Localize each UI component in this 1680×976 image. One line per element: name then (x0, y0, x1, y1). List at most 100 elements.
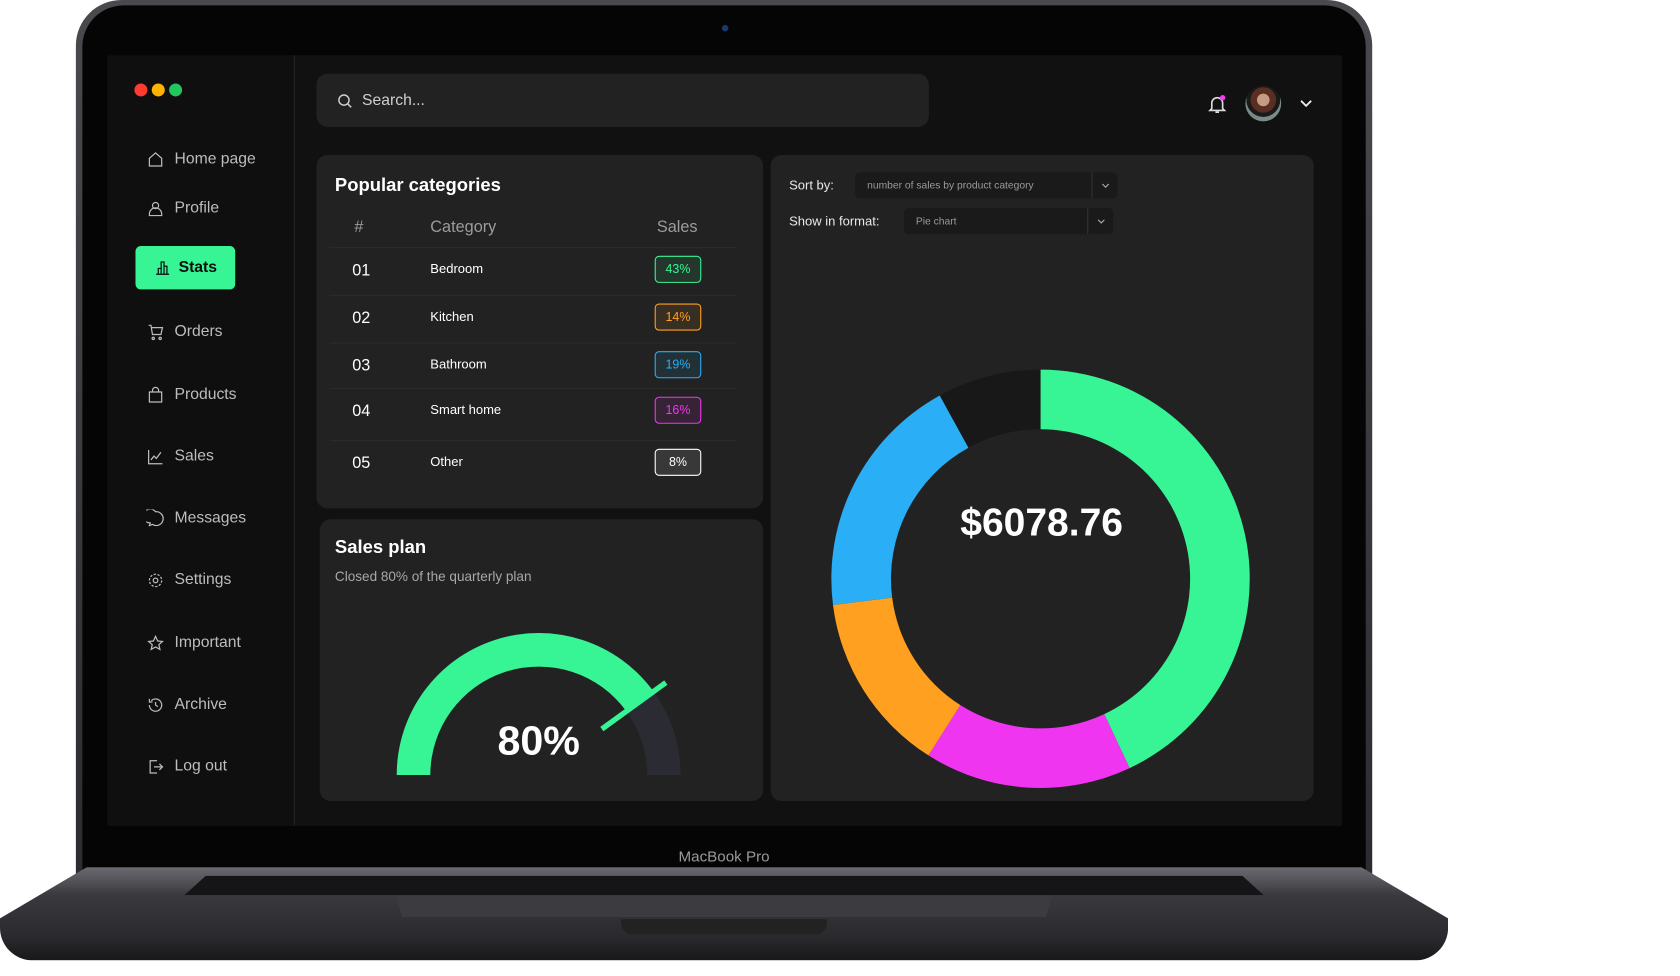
sidebar-item-sales[interactable]: Sales (146, 443, 214, 469)
avatar[interactable] (1245, 85, 1282, 122)
camera (721, 24, 729, 32)
format-select-value: Pie chart (915, 215, 957, 228)
donut-center-total: $6078.76 (960, 499, 1124, 545)
star-icon (147, 634, 164, 651)
donut-chart (831, 369, 1250, 788)
sidebar-item-label: Home page (174, 150, 256, 169)
sidebar-item-label: Archive (174, 695, 227, 714)
sidebar-item-profile[interactable]: Profile (146, 195, 219, 221)
search-input[interactable] (362, 91, 565, 109)
device-label: MacBook Pro (678, 847, 770, 865)
row-rank: 04 (352, 402, 371, 421)
search-icon (338, 93, 352, 108)
popular-categories-card: Popular categories # Category Sales 01 B… (316, 154, 764, 509)
bar-chart-icon (155, 261, 169, 275)
bell-icon (1208, 95, 1227, 113)
sidebar-item-label: Products (174, 385, 237, 404)
sidebar-item-label: Settings (174, 571, 232, 589)
row-category: Bedroom (430, 261, 484, 277)
donut-slice-other (939, 369, 1041, 448)
sidebar-item-home[interactable]: Home page (146, 146, 256, 172)
format-label: Show in format: (789, 213, 880, 229)
sidebar-item-label: Important (174, 634, 241, 652)
line-chart-icon (148, 449, 163, 464)
row-category: Smart home (430, 402, 502, 418)
row-divider (329, 294, 738, 296)
chart-card: Sort by: number of sales by product cate… (770, 154, 1314, 802)
sidebar-item-products[interactable]: Products (146, 382, 237, 408)
sidebar-item-messages[interactable]: Messages (146, 505, 246, 531)
cart-icon (148, 324, 164, 340)
row-rank: 01 (352, 261, 371, 280)
sales-badge: 14% (654, 303, 702, 331)
format-select[interactable]: Pie chart (903, 208, 1114, 235)
sidebar-item-label: Stats (178, 259, 218, 277)
sidebar-item-orders[interactable]: Orders (146, 319, 223, 345)
row-divider (329, 440, 738, 442)
sidebar-item-stats[interactable]: Stats (135, 246, 236, 290)
row-category: Bathroom (430, 356, 487, 372)
sales-badge: 19% (654, 351, 702, 379)
sidebar-item-logout[interactable]: Log out (146, 753, 227, 779)
column-header-category: Category (430, 217, 497, 237)
sidebar-item-label: Log out (174, 757, 227, 775)
card-title: Sales plan (334, 536, 427, 558)
message-icon (146, 508, 164, 527)
donut-slice-bedroom (1040, 369, 1250, 769)
donut-slice-bathroom (831, 395, 969, 606)
sidebar-item-label: Orders (174, 323, 223, 341)
row-divider (329, 388, 738, 390)
chevron-down-icon (1087, 208, 1113, 235)
sales-badge: 8% (654, 448, 702, 476)
keyboard (184, 875, 1264, 896)
chevron-down-icon (1300, 100, 1312, 108)
row-rank: 05 (352, 454, 371, 473)
donut-slice-kitchen (833, 597, 961, 756)
minimize-window-button[interactable] (151, 83, 165, 97)
chevron-down-icon (1091, 172, 1117, 199)
sidebar-item-archive[interactable]: Archive (146, 692, 227, 718)
card-title: Popular categories (334, 174, 501, 196)
sales-plan-card: Sales plan Closed 80% of the quarterly p… (319, 519, 764, 802)
bag-icon (148, 386, 163, 403)
logout-icon (149, 759, 164, 774)
user-icon (148, 201, 163, 216)
sidebar-item-label: Messages (174, 509, 247, 527)
gauge-value: 80% (497, 718, 580, 765)
row-rank: 02 (352, 308, 371, 328)
column-header-sales: Sales (656, 217, 698, 237)
sort-label: Sort by: (789, 177, 834, 193)
sales-badge: 16% (654, 396, 702, 424)
sort-select[interactable]: number of sales by product category (855, 172, 1118, 199)
notifications-button[interactable] (1206, 92, 1228, 121)
search-bar[interactable] (316, 73, 929, 127)
sales-badge: 43% (654, 255, 702, 283)
row-rank: 03 (352, 356, 371, 376)
history-icon (148, 697, 163, 712)
gauge-track (626, 691, 681, 775)
gear-icon (148, 573, 163, 587)
row-divider (329, 342, 738, 344)
sales-plan-subtitle: Closed 80% of the quarterly plan (334, 569, 532, 585)
column-header-rank: # (354, 217, 364, 237)
sidebar-item-important[interactable]: Important (146, 630, 241, 656)
sales-plan-gauge (396, 632, 681, 775)
row-divider (329, 247, 738, 249)
lid-notch (621, 919, 828, 935)
row-category: Kitchen (430, 308, 474, 325)
sidebar-item-settings[interactable]: Settings (146, 567, 231, 593)
app-screen: Home page Profile Stats Orders Products … (107, 55, 1342, 826)
sort-select-value: number of sales by product category (867, 179, 1034, 192)
gauge-fill (396, 632, 654, 775)
sidebar-item-label: Profile (174, 199, 220, 217)
sidebar-item-label: Sales (174, 447, 214, 465)
gauge-needle (600, 680, 668, 732)
home-icon (148, 151, 163, 167)
maximize-window-button[interactable] (169, 83, 183, 97)
donut-slice-smart-home (928, 705, 1130, 788)
account-menu-button[interactable] (1297, 94, 1314, 117)
row-category: Other (430, 454, 463, 470)
trackpad-edge (395, 895, 1053, 917)
sidebar: Home page Profile Stats Orders Products … (107, 55, 295, 826)
close-window-button[interactable] (134, 83, 148, 97)
